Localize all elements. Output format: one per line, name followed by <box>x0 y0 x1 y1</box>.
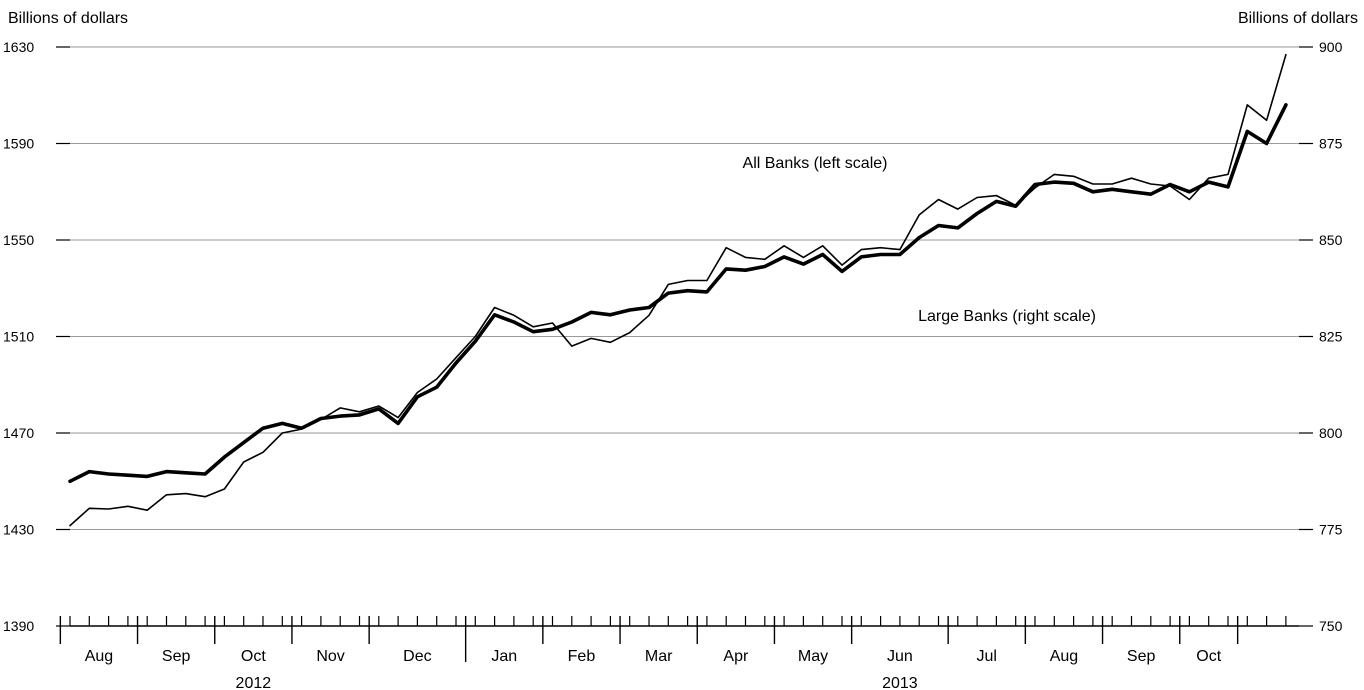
month-label: Apr <box>723 648 749 665</box>
gridlines <box>70 46 1299 530</box>
right-axis-unit-label: Billions of dollars <box>1237 10 1358 27</box>
left-axis-tick-label: 1550 <box>3 232 34 248</box>
left-axis-tick-label: 1430 <box>3 522 34 538</box>
left-axis-tick-label: 1510 <box>3 329 34 345</box>
large-banks-label: Large Banks (right scale) <box>918 308 1096 325</box>
right-axis-tick-label: 800 <box>1319 425 1343 441</box>
right-axis-tick-label: 900 <box>1319 39 1343 55</box>
month-label: Aug <box>85 648 113 665</box>
month-label: Jan <box>491 648 517 665</box>
left-axis-tick-label: 1590 <box>3 136 34 152</box>
month-label: Oct <box>1196 648 1221 665</box>
right-axis-tick-label: 875 <box>1319 136 1343 152</box>
all-banks-label: All Banks (left scale) <box>743 155 888 172</box>
all-banks-line <box>68 103 1288 484</box>
month-label: May <box>798 648 828 665</box>
month-label: Feb <box>568 648 596 665</box>
right-axis-tick-label: 825 <box>1319 329 1343 345</box>
left-axis-tick-label: 1390 <box>3 618 34 634</box>
left-axis-unit-label: Billions of dollars <box>8 10 129 27</box>
series-lines <box>68 53 1288 527</box>
month-label: Mar <box>645 648 673 665</box>
left-axis-tick-label: 1630 <box>3 39 34 55</box>
month-label: Jul <box>977 648 997 665</box>
left-axis-tick-label: 1470 <box>3 425 34 441</box>
month-label: Jun <box>887 648 913 665</box>
right-axis-tick-label: 750 <box>1319 618 1343 634</box>
right-axis-tick-label: 775 <box>1319 522 1343 538</box>
month-label: Sep <box>1127 648 1156 665</box>
right-axis-tick-label: 850 <box>1319 232 1343 248</box>
month-label: Sep <box>162 648 191 665</box>
axes: 1630 900 1590 875 1550 850 1510 825 1470 800 1430 7… <box>3 39 1343 690</box>
month-label: Oct <box>241 648 266 665</box>
month-label: Dec <box>403 648 431 665</box>
month-label: Nov <box>316 648 344 665</box>
month-label: Aug <box>1050 648 1078 665</box>
year-label: 2013 <box>882 675 918 690</box>
annotations: All Banks (left scale) Large Banks (right… <box>743 155 1096 325</box>
year-label: 2012 <box>236 675 272 690</box>
large-banks-line <box>69 53 1287 527</box>
